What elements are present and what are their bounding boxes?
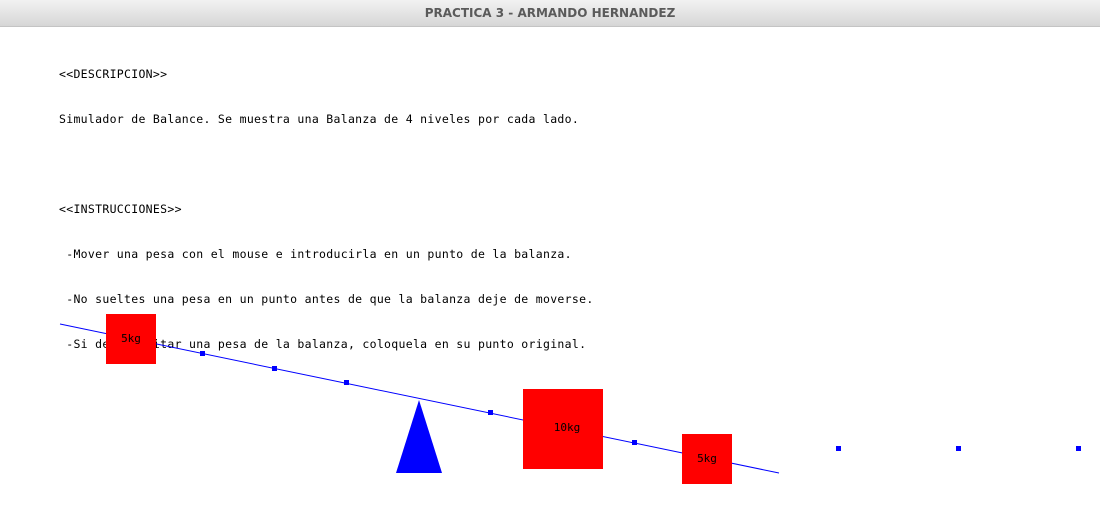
beam-point[interactable] [488,410,493,415]
description-header: <<DESCRIPCION>> [59,67,168,81]
description-text: Simulador de Balance. Se muestra una Bal… [59,112,580,126]
beam-point[interactable] [272,366,277,371]
instruction-line: -No sueltes una pesa en un punto antes d… [59,292,594,306]
beam-point[interactable] [632,440,637,445]
instruction-line: -Si desea quitar una pesa de la balanza,… [59,337,587,351]
weight-origin-point[interactable] [956,446,961,451]
instructions-panel: <<DESCRIPCION>> Simulador de Balance. Se… [59,37,594,367]
instructions-header: <<INSTRUCCIONES>> [59,202,182,216]
beam-point[interactable] [200,351,205,356]
instruction-line: -Mover una pesa con el mouse e introduci… [59,247,572,261]
weight-origin-point[interactable] [836,446,841,451]
beam-point[interactable] [344,380,349,385]
weight-5kg-left[interactable]: 5kg [106,314,156,364]
window-titlebar: PRACTICA 3 - ARMANDO HERNANDEZ [0,0,1100,27]
weight-label: 10kg [554,421,581,434]
balance-pivot [396,400,442,473]
balance-beam [59,323,780,474]
weight-label: 5kg [697,452,717,465]
weight-5kg-right[interactable]: 5kg [682,434,732,484]
window-title: PRACTICA 3 - ARMANDO HERNANDEZ [424,6,676,20]
weight-10kg[interactable]: 10kg [523,389,603,469]
weight-label: 5kg [121,332,141,345]
weight-origin-point[interactable] [1076,446,1081,451]
